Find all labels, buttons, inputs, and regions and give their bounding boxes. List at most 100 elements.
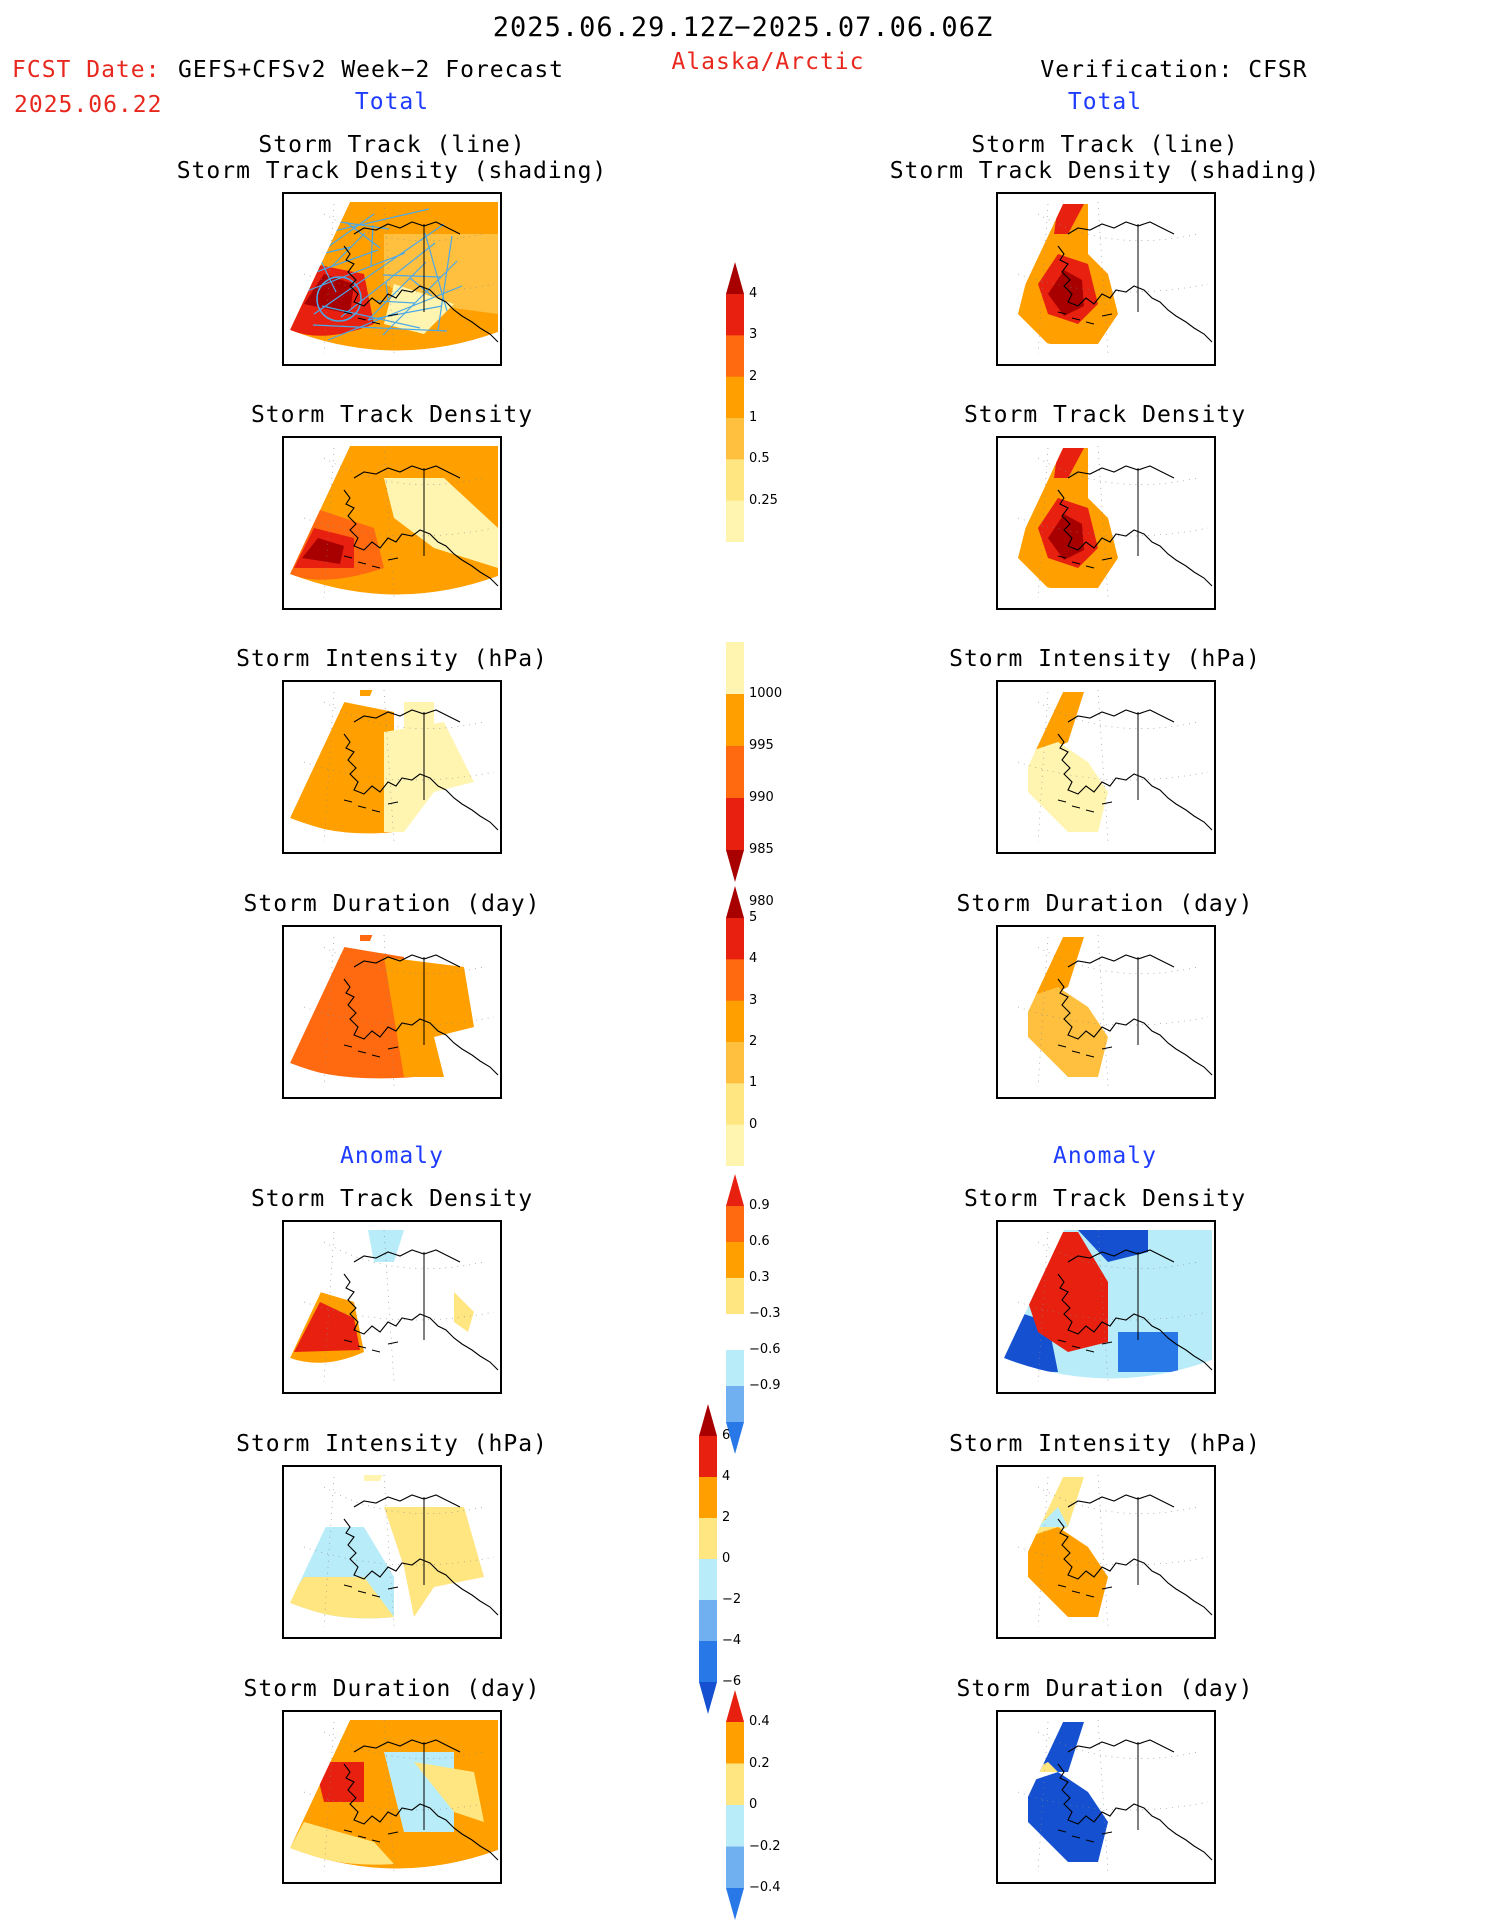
colorbar-top-triangle bbox=[699, 1404, 717, 1436]
aleutian-islands bbox=[1057, 555, 1113, 569]
colorbar-segment bbox=[699, 1600, 717, 1642]
colorbar-segment bbox=[726, 335, 744, 378]
coastline-north bbox=[353, 465, 461, 479]
coastline-north bbox=[353, 954, 461, 968]
left-track-line-title: Storm Track (line) bbox=[258, 132, 526, 158]
map-shading bbox=[360, 690, 374, 696]
right-track-line-title: Storm Track (line) bbox=[971, 132, 1239, 158]
left-density-title: Storm Track Density bbox=[250, 402, 534, 428]
right-density-title: Storm Track Density bbox=[963, 402, 1247, 428]
right-intensity-title: Storm Intensity (hPa) bbox=[949, 646, 1261, 672]
colorbar-segment bbox=[726, 1350, 744, 1387]
model-title: GEFS+CFSv2 Week−2 Forecast bbox=[178, 57, 565, 83]
colorbar-bottom-triangle bbox=[726, 850, 744, 882]
colorbar-segment bbox=[699, 1477, 717, 1519]
left-duration-title: Storm Duration (day) bbox=[243, 891, 541, 917]
map-shading bbox=[454, 1292, 474, 1332]
density-total-colorbar: 4 3 2 1 0.5 0.25 bbox=[722, 262, 782, 542]
right-track-shading-title: Storm Track Density (shading) bbox=[889, 158, 1321, 184]
colorbar-top-triangle bbox=[726, 262, 744, 294]
duration-anom-colorbar: 0.4 0.2 0 −0.2 −0.4 bbox=[722, 1690, 782, 1920]
map-shading bbox=[302, 538, 344, 564]
colorbar-segment bbox=[726, 1763, 744, 1806]
colorbar-tick-label: 0 bbox=[749, 1797, 758, 1812]
colorbar-tick-label: 0.3 bbox=[749, 1270, 770, 1285]
colorbar-tick-label: 3 bbox=[749, 992, 758, 1008]
colorbar-tick-label: −0.4 bbox=[749, 1880, 781, 1895]
coastline-north bbox=[1067, 709, 1175, 723]
left-density-map bbox=[282, 436, 502, 610]
colorbar-segment bbox=[699, 1518, 717, 1560]
map-shading bbox=[384, 478, 498, 568]
coastline-north bbox=[353, 1249, 461, 1263]
left-intensity-anom-title: Storm Intensity (hPa) bbox=[236, 1431, 548, 1457]
colorbar-bottom-triangle bbox=[699, 1682, 717, 1714]
map-shading bbox=[1028, 937, 1084, 997]
colorbar-segment bbox=[726, 294, 744, 336]
colorbar-segment bbox=[726, 1242, 744, 1279]
map-shading bbox=[314, 1762, 364, 1802]
duration-total-colorbar: 5 4 3 2 1 0 bbox=[722, 886, 782, 1166]
colorbar-segment bbox=[726, 798, 744, 851]
colorbar-tick-label: 980 bbox=[749, 894, 774, 909]
colorbar-segment bbox=[726, 959, 744, 1002]
coastline-north bbox=[1067, 221, 1175, 235]
colorbar-tick-label: −0.3 bbox=[749, 1306, 781, 1321]
map-shading bbox=[304, 274, 354, 314]
map-shading bbox=[384, 1507, 484, 1617]
coastline bbox=[343, 1273, 499, 1371]
colorbar-tick-label: 1 bbox=[749, 1075, 758, 1091]
coastline bbox=[1057, 1273, 1213, 1371]
aleutian-islands bbox=[343, 799, 399, 813]
coastline bbox=[1057, 1518, 1213, 1616]
right-intensity-anom-map bbox=[996, 1465, 1216, 1639]
colorbar-tick-label: 3 bbox=[749, 327, 758, 343]
colorbar-top-triangle bbox=[726, 1174, 744, 1206]
colorbar-tick-label: 0.9 bbox=[749, 1198, 770, 1213]
colorbar-segment bbox=[726, 1314, 744, 1351]
map-shading bbox=[290, 702, 394, 834]
map-shading bbox=[360, 935, 374, 941]
coastline bbox=[343, 1763, 499, 1861]
coastline-north bbox=[353, 709, 461, 723]
coastline-north bbox=[1067, 1494, 1175, 1508]
right-density-anom-title: Storm Track Density bbox=[963, 1186, 1247, 1212]
coastline-north bbox=[1067, 1739, 1175, 1753]
colorbar-tick-label: 4 bbox=[749, 286, 758, 301]
colorbar-tick-label: 6 bbox=[722, 1428, 731, 1443]
colorbar-segment bbox=[726, 1206, 744, 1243]
colorbar-tick-label: 0.25 bbox=[749, 492, 778, 508]
map-shading bbox=[1028, 1477, 1084, 1537]
coastline bbox=[343, 245, 499, 343]
left-total-label: Total bbox=[354, 89, 430, 115]
coastline bbox=[343, 489, 499, 587]
coastline-north bbox=[353, 221, 461, 235]
colorbar-segment bbox=[726, 1042, 744, 1084]
aleutian-islands bbox=[343, 1044, 399, 1058]
colorbar-tick-label: 2 bbox=[749, 368, 758, 384]
colorbar-tick-label: 4 bbox=[722, 1469, 731, 1484]
colorbar-tick-label: 2 bbox=[749, 1034, 758, 1049]
colorbar-tick-label: −0.2 bbox=[749, 1838, 781, 1854]
colorbar-segment bbox=[726, 500, 744, 542]
map-shading bbox=[1118, 1332, 1178, 1372]
colorbar-tick-label: 0.6 bbox=[749, 1234, 770, 1249]
coastline bbox=[1057, 733, 1213, 831]
colorbar-segment bbox=[726, 1000, 744, 1043]
right-density-anom-map bbox=[996, 1220, 1216, 1394]
colorbar-segment bbox=[726, 746, 744, 799]
colorbar-tick-label: 0 bbox=[722, 1551, 731, 1566]
left-duration-anom-map bbox=[282, 1710, 502, 1884]
colorbar-tick-label: 2 bbox=[722, 1510, 731, 1525]
left-duration-anom-title: Storm Duration (day) bbox=[243, 1676, 541, 1702]
right-duration-map bbox=[996, 925, 1216, 1099]
left-duration-map bbox=[282, 925, 502, 1099]
aleutian-islands bbox=[1057, 1584, 1113, 1598]
left-track-shading-title: Storm Track Density (shading) bbox=[176, 158, 608, 184]
aleutian-islands bbox=[1057, 1044, 1113, 1058]
colorbar-tick-label: 5 bbox=[749, 910, 758, 925]
right-track-map bbox=[996, 192, 1216, 366]
colorbar-tick-label: −0.6 bbox=[749, 1342, 781, 1357]
colorbar-segment bbox=[726, 1386, 744, 1423]
map-shading bbox=[404, 702, 434, 732]
